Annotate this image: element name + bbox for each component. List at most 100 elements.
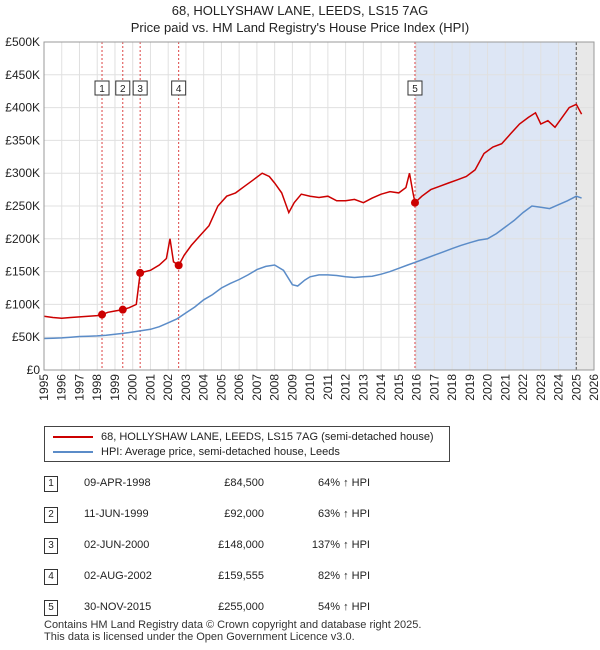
sale-date: 02-AUG-2002 xyxy=(84,570,152,582)
footer-licence: This data is licensed under the Open Gov… xyxy=(44,631,355,643)
legend-swatch-hpi xyxy=(53,451,93,453)
y-tick-label: £300K xyxy=(5,166,40,180)
sale-hpi-change: 64% ↑ HPI xyxy=(318,477,370,489)
sale-label: 1 xyxy=(99,84,105,95)
y-tick-label: £450K xyxy=(5,68,40,82)
hpi-line xyxy=(43,195,582,340)
sale-label-box xyxy=(115,80,131,96)
plot-frame xyxy=(43,41,595,371)
x-tick-label: 2025 xyxy=(569,374,583,401)
sale-point xyxy=(98,310,107,319)
sale-point xyxy=(136,268,145,277)
x-tick-label: 2019 xyxy=(463,374,477,401)
x-tick-label: 1996 xyxy=(55,374,69,401)
sale-hpi-change: 82% ↑ HPI xyxy=(318,570,370,582)
y-tick-label: £500K xyxy=(5,35,40,49)
legend-swatch-property xyxy=(53,436,93,438)
x-tick-label: 2015 xyxy=(392,374,406,401)
x-tick-label: 2014 xyxy=(374,374,388,401)
footer-copyright: Contains HM Land Registry data © Crown c… xyxy=(44,619,422,631)
x-tick-label: 2007 xyxy=(250,374,264,401)
x-tick-label: 2006 xyxy=(232,374,246,401)
sale-point xyxy=(410,198,419,207)
chart-title: 68, HOLLYSHAW LANE, LEEDS, LS15 7AG Pric… xyxy=(0,2,600,36)
sale-label: 4 xyxy=(176,84,182,95)
legend-label-hpi: HPI: Average price, semi-detached house,… xyxy=(101,446,340,458)
sale-number-badge: 1 xyxy=(44,476,58,492)
x-tick-label: 1998 xyxy=(90,374,104,401)
sale-number-badge: 5 xyxy=(44,600,58,616)
sale-date: 02-JUN-2000 xyxy=(84,539,150,551)
x-tick-label: 2011 xyxy=(321,374,335,400)
legend-item-property: 68, HOLLYSHAW LANE, LEEDS, LS15 7AG (sem… xyxy=(53,430,434,444)
legend-label-property: 68, HOLLYSHAW LANE, LEEDS, LS15 7AG (sem… xyxy=(101,431,434,443)
x-tick-label: 2021 xyxy=(498,374,512,401)
sale-row: 5 30-NOV-2015 £255,000 54% ↑ HPI xyxy=(44,598,384,618)
sale-label-box xyxy=(407,80,423,96)
y-tick-label: £0 xyxy=(27,363,41,377)
x-tick-label: 2001 xyxy=(143,374,157,401)
sale-number-badge: 2 xyxy=(44,507,58,523)
sale-label-box xyxy=(94,80,110,96)
sale-label: 5 xyxy=(412,84,418,95)
x-tick-label: 2020 xyxy=(481,374,495,401)
y-tick-label: £50K xyxy=(12,330,40,344)
x-tick-label: 2009 xyxy=(285,374,299,401)
sale-price: £92,000 xyxy=(224,508,264,520)
x-tick-label: 1999 xyxy=(108,374,122,401)
sale-row: 1 09-APR-1998 £84,500 64% ↑ HPI xyxy=(44,474,384,494)
x-tick-label: 2010 xyxy=(303,374,317,401)
x-tick-label: 2024 xyxy=(552,374,566,401)
y-tick-label: £250K xyxy=(5,199,40,213)
y-tick-label: £400K xyxy=(5,101,40,115)
x-tick-label: 2004 xyxy=(197,374,211,401)
sale-label-box xyxy=(171,80,187,96)
x-tick-label: 2002 xyxy=(161,374,175,401)
sale-number-badge: 3 xyxy=(44,538,58,554)
x-tick-label: 2017 xyxy=(427,374,441,401)
sale-label: 3 xyxy=(137,84,143,95)
sale-row: 2 11-JUN-1999 £92,000 63% ↑ HPI xyxy=(44,505,384,525)
x-tick-label: 2016 xyxy=(410,374,424,401)
y-tick-label: £150K xyxy=(5,265,40,279)
sale-price: £84,500 xyxy=(224,477,264,489)
legend-item-hpi: HPI: Average price, semi-detached house,… xyxy=(53,445,340,459)
sale-price: £148,000 xyxy=(218,539,264,551)
sale-point xyxy=(174,261,183,270)
x-tick-label: 2005 xyxy=(214,374,228,401)
title-line-1: 68, HOLLYSHAW LANE, LEEDS, LS15 7AG xyxy=(171,3,429,18)
x-tick-label: 2022 xyxy=(516,374,530,401)
sale-hpi-change: 137% ↑ HPI xyxy=(311,539,370,551)
x-tick-label: 2026 xyxy=(587,374,600,401)
footer: Contains HM Land Registry data © Crown c… xyxy=(44,619,421,643)
sale-price: £159,555 xyxy=(218,570,264,582)
x-tick-label: 2023 xyxy=(534,374,548,401)
x-tick-label: 2018 xyxy=(445,374,459,401)
y-tick-label: £100K xyxy=(5,297,40,311)
sale-label: 2 xyxy=(120,84,126,95)
x-tick-label: 1995 xyxy=(37,374,51,401)
x-tick-label: 2013 xyxy=(356,374,370,401)
sale-row: 3 02-JUN-2000 £148,000 137% ↑ HPI xyxy=(44,536,384,556)
y-tick-label: £200K xyxy=(5,232,40,246)
y-tick-label: £350K xyxy=(5,133,40,147)
price-chart: 1 2 3 4 5£0£50K£100K£150K£200K£250K£300K£350… xyxy=(5,35,600,401)
sale-price: £255,000 xyxy=(218,601,264,613)
sale-date: 09-APR-1998 xyxy=(84,477,151,489)
title-line-2: Price paid vs. HM Land Registry's House … xyxy=(130,20,470,35)
legend: 68, HOLLYSHAW LANE, LEEDS, LS15 7AG (sem… xyxy=(44,426,450,462)
x-tick-label: 1997 xyxy=(72,374,86,401)
sale-number-badge: 4 xyxy=(44,569,58,585)
property-price-line xyxy=(43,103,583,319)
sale-date: 30-NOV-2015 xyxy=(84,601,152,613)
sale-point xyxy=(118,305,127,314)
x-tick-label: 2008 xyxy=(268,374,282,401)
sale-hpi-change: 63% ↑ HPI xyxy=(318,508,370,520)
x-tick-label: 2000 xyxy=(126,374,140,401)
sale-hpi-change: 54% ↑ HPI xyxy=(318,601,370,613)
sale-row: 4 02-AUG-2002 £159,555 82% ↑ HPI xyxy=(44,567,384,587)
sale-label-box xyxy=(132,80,148,96)
sale-date: 11-JUN-1999 xyxy=(84,508,149,520)
x-tick-label: 2012 xyxy=(339,374,353,401)
x-tick-label: 2003 xyxy=(179,374,193,401)
